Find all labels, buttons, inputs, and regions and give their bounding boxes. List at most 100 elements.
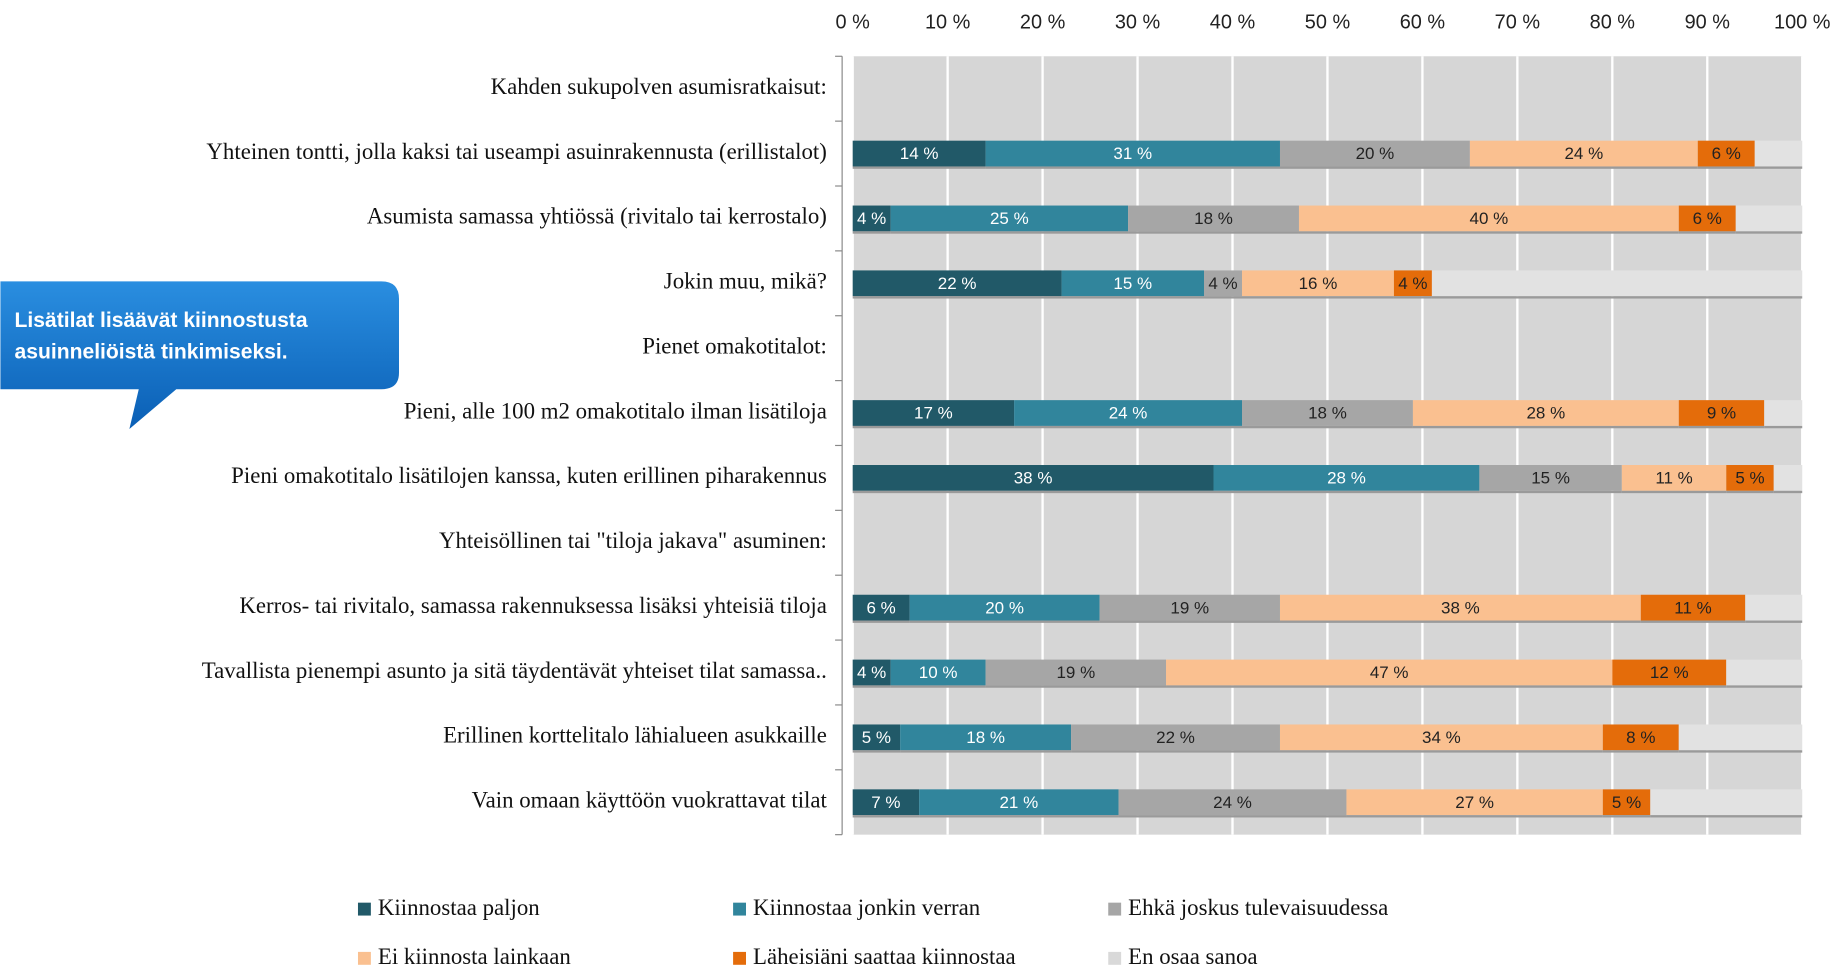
data-label: 8 %	[1626, 728, 1655, 747]
bar-shadow	[852, 296, 1062, 299]
bar-shadow	[1241, 425, 1413, 429]
bar-segment	[890, 205, 1129, 232]
data-label: 15 %	[1531, 469, 1570, 488]
data-label: 19 %	[1056, 663, 1095, 682]
bar-segment	[1279, 724, 1603, 751]
bar-shadow	[1469, 166, 1698, 169]
bar-shadow	[852, 231, 891, 234]
bar-segment	[1678, 400, 1765, 426]
bar-segment	[1678, 205, 1736, 232]
bar-shadow	[1346, 815, 1603, 818]
bar-shadow	[1128, 231, 1299, 234]
bar-segment	[1726, 465, 1774, 491]
x-tick-label: 90 %	[1685, 12, 1730, 34]
data-label: 15 %	[1113, 274, 1152, 293]
data-label: 5 %	[1612, 793, 1641, 812]
bar-shadow	[852, 425, 1015, 429]
bar-shadow	[852, 815, 920, 818]
bar-shadow	[1061, 296, 1205, 299]
data-label: 38 %	[1441, 598, 1480, 617]
bar-segment	[1213, 465, 1480, 491]
bar-segment	[852, 205, 891, 232]
bar-segment	[1118, 789, 1347, 816]
category-label: Yhteisöllinen tai "tiloja jakava" asumin…	[439, 528, 827, 553]
bar-segment	[1745, 594, 1803, 621]
data-label: 5 %	[862, 728, 891, 747]
bar-segment	[1204, 270, 1242, 297]
bar-segment	[1726, 659, 1803, 686]
bar-segment	[1099, 594, 1280, 621]
data-label: 11 %	[1674, 598, 1711, 617]
data-label: 20 %	[1356, 144, 1395, 163]
bar-segment	[1279, 140, 1470, 167]
bar-segment	[852, 594, 910, 621]
x-tick-label: 60 %	[1400, 12, 1445, 34]
data-label: 28 %	[1526, 404, 1565, 423]
data-label: 11 %	[1655, 469, 1692, 488]
bar-shadow	[1726, 490, 1774, 494]
category-label: Kahden sukupolven asumisratkaisut:	[491, 74, 827, 99]
bar-shadow	[1678, 425, 1765, 429]
x-tick-label: 100 %	[1774, 12, 1830, 34]
data-label: 6 %	[1712, 144, 1741, 163]
bar-segment	[909, 594, 1100, 621]
bar-segment	[985, 140, 1280, 167]
legend-label: En osaa sanoa	[1128, 944, 1257, 969]
data-label: 7 %	[871, 793, 900, 812]
bar-shadow	[1602, 815, 1651, 818]
data-label: 22 %	[938, 274, 977, 293]
data-label: 27 %	[1455, 793, 1494, 812]
bar-segment	[1735, 205, 1803, 232]
data-label: 31 %	[1113, 144, 1152, 163]
data-label: 47 %	[1370, 663, 1409, 682]
callout-line: asuinneliöistä tinkimiseksi.	[14, 341, 287, 364]
bar-segment	[890, 659, 986, 686]
category-label: Asumista samassa yhtiössä (rivitalo tai …	[367, 204, 827, 229]
bar-segment	[1602, 789, 1651, 816]
category-label: Pieni omakotitalo lisätilojen kanssa, ku…	[231, 463, 827, 488]
category-label: Vain omaan käyttöön vuokrattavat tilat	[472, 787, 828, 812]
category-label: Erillinen korttelitalo lähialueen asukka…	[443, 723, 827, 748]
data-label: 24 %	[1213, 793, 1252, 812]
data-label: 24 %	[1564, 144, 1603, 163]
data-label: 14 %	[900, 144, 939, 163]
bar-shadow	[985, 166, 1280, 169]
bar-segment	[1298, 205, 1679, 232]
x-tick-label: 10 %	[925, 12, 970, 34]
bar-shadow	[852, 166, 986, 169]
bar-shadow	[890, 685, 986, 688]
data-label: 4 %	[857, 209, 886, 228]
bar-segment	[1393, 270, 1432, 297]
legend-label: Kiinnostaa paljon	[378, 895, 540, 920]
bar-shadow	[985, 685, 1167, 688]
category-label: Pienet omakotitalot:	[642, 333, 827, 358]
bar-segment	[1469, 140, 1698, 167]
data-label: 6 %	[1693, 209, 1722, 228]
bar-shadow	[1621, 490, 1727, 494]
bar-segment	[1014, 400, 1242, 426]
data-label: 4 %	[1208, 274, 1237, 293]
bar-shadow	[1099, 620, 1280, 623]
bar-segment	[852, 789, 920, 816]
bar-shadow	[852, 620, 910, 623]
bar-shadow	[1602, 750, 1679, 753]
bar-segment	[1412, 400, 1679, 426]
legend-swatch	[1108, 951, 1122, 965]
legend-swatch	[733, 951, 747, 965]
legend-swatch	[733, 902, 747, 916]
data-label: 40 %	[1470, 209, 1509, 228]
bar-shadow	[1393, 296, 1432, 299]
bar-shadow	[1279, 750, 1603, 753]
x-tick-label: 50 %	[1305, 12, 1350, 34]
bar-segment	[985, 659, 1167, 686]
legend-label: Läheisiäni saattaa kiinnostaa	[753, 944, 1016, 969]
bar-segment	[1279, 594, 1641, 621]
bar-segment	[1640, 594, 1746, 621]
bar-shadow	[1166, 685, 1613, 688]
data-label: 10 %	[919, 663, 958, 682]
bar-segment	[1773, 465, 1803, 491]
data-label: 17 %	[914, 404, 953, 423]
bar-segment	[1612, 659, 1727, 686]
data-label: 18 %	[1194, 209, 1233, 228]
